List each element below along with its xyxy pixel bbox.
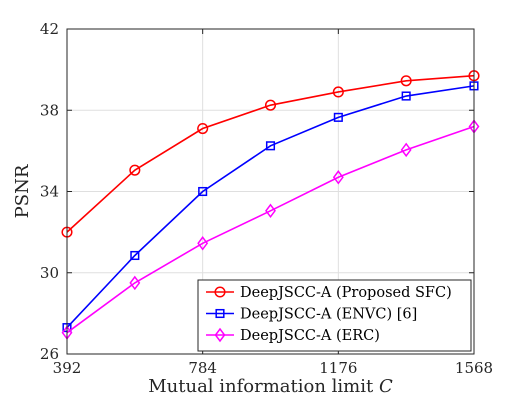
legend-swatch-marker: [214, 327, 226, 343]
data-point-diamond: [332, 170, 344, 185]
data-point-diamond: [265, 203, 276, 219]
y-tick-label: 38: [40, 101, 59, 119]
data-point-circle: [197, 122, 209, 135]
x-tick-label: 1176: [319, 359, 357, 377]
tick-labels: 392 784 1176 1568 26 30 34 38 42: [40, 20, 493, 377]
legend: DeepJSCC-A (Proposed SFC) DeepJSCC-A (ENV…: [197, 279, 472, 352]
data-point-square: [198, 186, 208, 197]
series-line: [66, 85, 475, 329]
x-axis-label: Mutual information limit C: [148, 376, 393, 397]
data-point-circle: [332, 86, 344, 98]
data-point-diamond: [400, 142, 412, 158]
x-tick-label: 392: [53, 359, 82, 377]
legend-item: DeepJSCC-A (Proposed SFC): [206, 285, 452, 301]
x-tick-label: 1568: [455, 359, 493, 377]
y-axis-label: PSNR: [12, 164, 33, 218]
series-line: [66, 125, 475, 334]
data-point-diamond: [197, 236, 209, 251]
data-point-circle: [129, 164, 141, 176]
data-point-diamond: [129, 275, 141, 291]
legend-label: DeepJSCC-A (ENVC) [6]: [240, 307, 417, 323]
series-line: [66, 74, 475, 233]
y-tick-label: 42: [40, 20, 59, 38]
y-tick-label: 30: [40, 264, 59, 282]
series-2: [62, 81, 479, 333]
y-tick-label: 34: [40, 183, 59, 201]
y-tick-label: 26: [40, 345, 59, 363]
data-point-square: [401, 91, 411, 101]
data-point-square: [333, 112, 343, 122]
series-1: [61, 70, 480, 238]
data-point-square: [265, 141, 276, 151]
legend-swatch-marker: [215, 308, 225, 319]
tick-marks: [66, 28, 475, 355]
legend-label: DeepJSCC-A (Proposed SFC): [240, 285, 452, 301]
legend-box: [197, 279, 472, 352]
legend-swatch-marker: [214, 286, 226, 298]
legend-item: DeepJSCC-A (ERC): [206, 327, 380, 344]
data-point-square: [130, 250, 140, 261]
x-tick-label: 784: [188, 359, 217, 377]
x-axis-label-variable: C: [379, 376, 393, 397]
x-axis-label-text: Mutual information limit: [148, 376, 374, 397]
data-point-circle: [264, 99, 277, 111]
legend-label: DeepJSCC-A (ERC): [240, 328, 380, 344]
data-point-circle: [400, 75, 412, 87]
legend-item: DeepJSCC-A (ENVC) [6]: [206, 307, 417, 323]
